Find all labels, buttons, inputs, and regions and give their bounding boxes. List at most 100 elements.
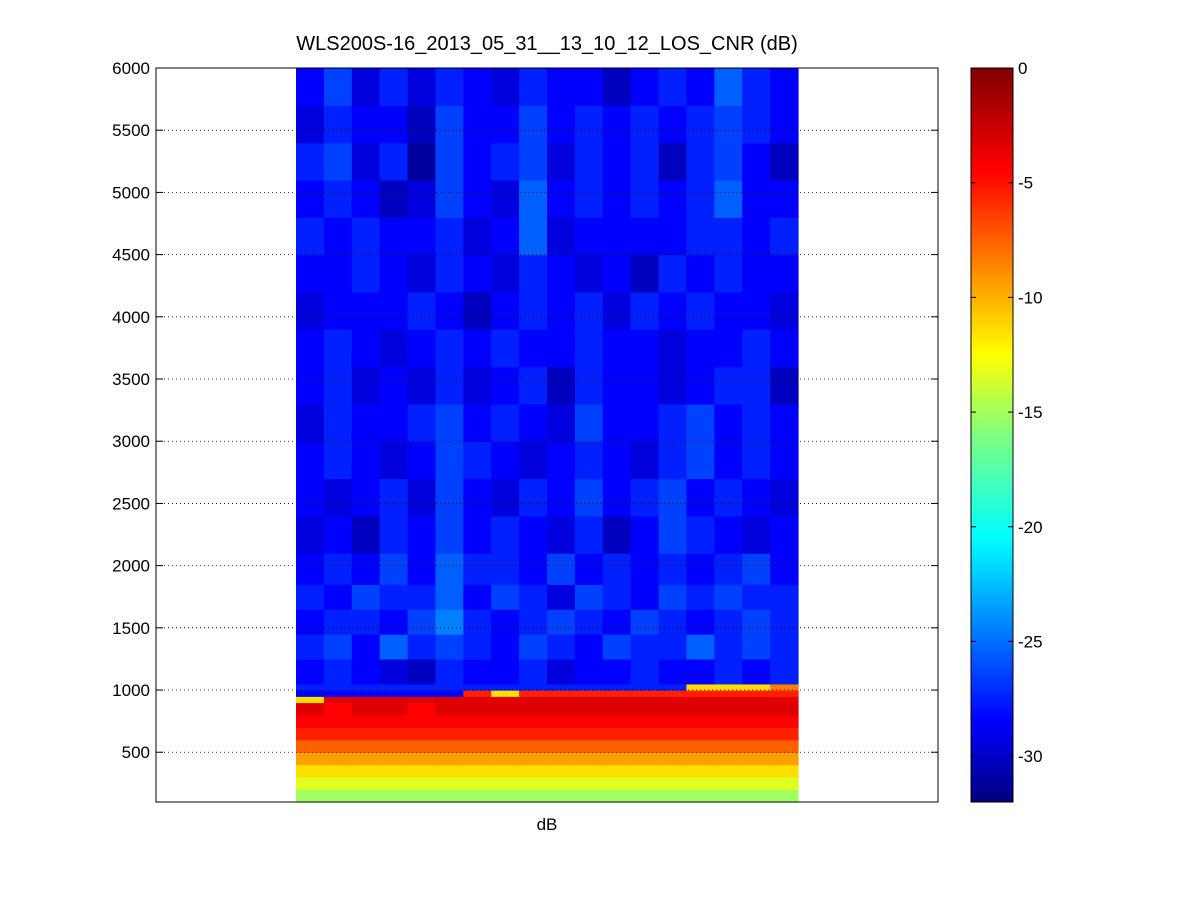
heatmap-cell <box>630 441 660 480</box>
colorbar-tick-label: -15 <box>1018 403 1043 422</box>
heatmap-cell <box>686 254 715 293</box>
heatmap-cell <box>296 291 325 330</box>
heatmap-cell <box>770 609 799 635</box>
heatmap-cell <box>407 658 437 685</box>
y-tick-label: 1500 <box>112 619 150 638</box>
heatmap-cell <box>463 142 492 181</box>
heatmap-cell <box>407 752 437 766</box>
heatmap-cell <box>323 105 353 144</box>
heatmap-cell <box>686 68 715 106</box>
heatmap-cell <box>742 478 771 517</box>
heatmap-cell <box>491 752 520 766</box>
heatmap-cell <box>686 752 715 766</box>
heatmap-cell <box>602 403 632 442</box>
heatmap-cell <box>658 690 688 697</box>
heatmap-cell <box>491 366 520 405</box>
heatmap-cell <box>630 702 660 716</box>
heatmap-cell <box>602 478 632 517</box>
heatmap-cell <box>435 702 464 716</box>
heatmap-cell <box>323 366 353 405</box>
y-tick-label: 500 <box>122 743 150 762</box>
heatmap-cell <box>547 329 576 368</box>
heatmap-cell <box>658 752 688 766</box>
heatmap-cell <box>296 441 325 480</box>
heatmap-cell <box>547 441 576 480</box>
heatmap-cell <box>379 142 409 181</box>
heatmap-cell <box>574 68 604 106</box>
heatmap-cell <box>351 68 381 106</box>
heatmap-cell <box>714 634 743 660</box>
heatmap-cell <box>323 142 353 181</box>
heatmap-cell <box>742 777 771 791</box>
heatmap-cell <box>519 478 548 517</box>
heatmap-cell <box>602 441 632 480</box>
heatmap-cell <box>463 714 492 728</box>
y-tick-label: 5000 <box>112 183 150 202</box>
heatmap-cell <box>296 764 325 778</box>
heatmap-cell <box>547 727 576 741</box>
heatmap-cell <box>686 329 715 368</box>
heatmap-cell <box>742 553 771 585</box>
heatmap-cell <box>742 658 771 685</box>
heatmap-cell <box>658 714 688 728</box>
heatmap-cell <box>547 714 576 728</box>
heatmap-cell <box>630 727 660 741</box>
heatmap-cell <box>686 478 715 517</box>
heatmap-cell <box>630 515 660 554</box>
heatmap-cell <box>491 291 520 330</box>
y-tick-label: 4500 <box>112 246 150 265</box>
heatmap-cell <box>463 789 492 803</box>
heatmap-cell <box>770 764 799 778</box>
colorbar: 0 -5 -10 -15 -20 -25 -30 <box>970 59 1043 803</box>
heatmap-cell <box>770 329 799 368</box>
heatmap-cell <box>602 68 632 106</box>
heatmap-cell <box>770 217 799 256</box>
heatmap-cell <box>602 714 632 728</box>
heatmap-cell <box>602 702 632 716</box>
x-axis-label: dB <box>537 815 558 834</box>
heatmap-cell <box>379 739 409 753</box>
heatmap-cell <box>686 403 715 442</box>
heatmap-cell <box>574 609 604 635</box>
heatmap-cell <box>379 789 409 803</box>
heatmap-cell <box>351 714 381 728</box>
heatmap-cell <box>296 329 325 368</box>
heatmap-cell <box>379 105 409 144</box>
heatmap-cell <box>463 366 492 405</box>
heatmap-cell <box>435 441 464 480</box>
heatmap-cell <box>519 683 548 691</box>
colorbar-tick-label: 0 <box>1018 59 1027 78</box>
heatmap-cell <box>407 105 437 144</box>
heatmap-cell <box>323 329 353 368</box>
heatmap-cell <box>770 702 799 716</box>
heatmap-cell <box>351 553 381 585</box>
heatmap-cell <box>407 609 437 635</box>
heatmap-cell <box>686 702 715 716</box>
heatmap-cell <box>351 696 381 704</box>
heatmap-cell <box>491 764 520 778</box>
heatmap-cell <box>491 254 520 293</box>
heatmap-cell <box>630 658 660 685</box>
heatmap-cell <box>379 179 409 218</box>
heatmap-cell <box>602 515 632 554</box>
heatmap-cell <box>658 764 688 778</box>
heatmap-cell <box>547 764 576 778</box>
heatmap-cell <box>323 777 353 791</box>
heatmap-cell <box>379 329 409 368</box>
heatmap-cell <box>407 217 437 256</box>
heatmap-cell <box>574 752 604 766</box>
heatmap-cell <box>379 702 409 716</box>
heatmap-cell <box>714 696 743 704</box>
heatmap-cell <box>630 584 660 610</box>
heatmap-cell <box>658 366 688 405</box>
heatmap-cell <box>351 254 381 293</box>
heatmap-cell <box>296 105 325 144</box>
heatmap-cell <box>491 478 520 517</box>
colorbar-ticks: 0 -5 -10 -15 -20 -25 -30 <box>971 59 1043 766</box>
heatmap-cell <box>491 142 520 181</box>
heatmap-cell <box>547 403 576 442</box>
heatmap-cell <box>547 254 576 293</box>
heatmap-cell <box>296 553 325 585</box>
heatmap-cell <box>296 752 325 766</box>
heatmap-cell <box>630 696 660 704</box>
